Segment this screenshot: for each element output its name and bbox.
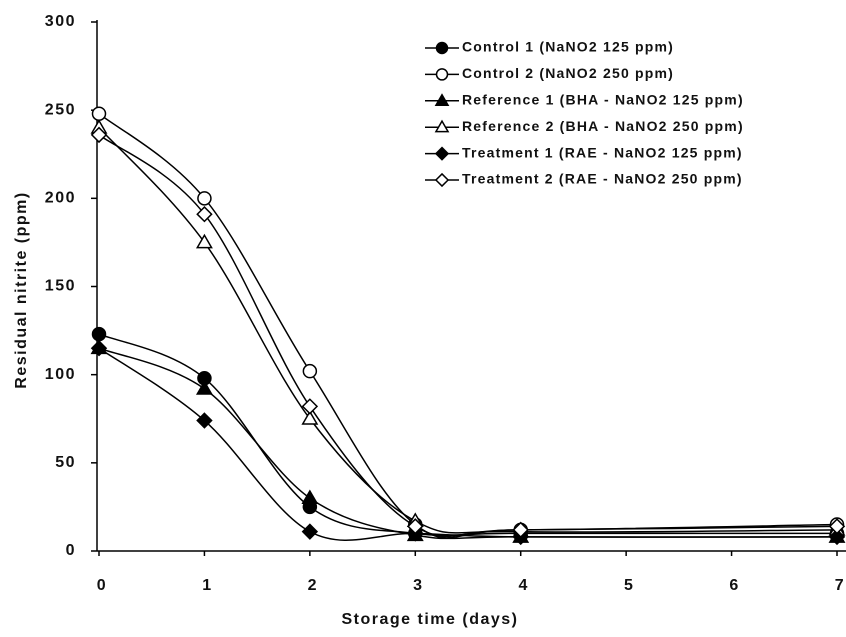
x-tick-label: 2 — [308, 577, 318, 594]
legend-label: Control 2 (NaNO2 250 ppm) — [462, 65, 674, 81]
marker — [512, 521, 529, 539]
legend-item: Treatment 1 (RAE - NaNO2 125 ppm) — [425, 144, 743, 161]
marker — [196, 205, 213, 223]
marker — [91, 106, 107, 121]
y-tick-label: 150 — [45, 278, 76, 295]
marker — [91, 326, 107, 342]
y-tick-label: 250 — [45, 101, 76, 118]
marker — [197, 191, 212, 206]
marker — [434, 172, 450, 188]
y-tick-label: 300 — [45, 13, 76, 30]
x-tick-label: 3 — [413, 577, 423, 594]
x-tick-label: 0 — [97, 577, 107, 594]
x-tick-label: 6 — [729, 577, 739, 594]
marker — [301, 398, 319, 415]
x-tick-label: 5 — [624, 577, 634, 594]
legend-label: Treatment 2 (RAE - NaNO2 250 ppm) — [462, 171, 743, 187]
x-tick-label: 4 — [519, 577, 529, 594]
marker — [195, 380, 213, 395]
legend-item: Reference 2 (BHA - NaNO2 250 ppm) — [425, 118, 744, 134]
x-axis-title: Storage time (days) — [342, 611, 519, 628]
legend-label: Reference 2 (BHA - NaNO2 250 ppm) — [462, 118, 744, 134]
legend-item: Reference 1 (BHA - NaNO2 125 ppm) — [425, 92, 744, 108]
marker — [434, 93, 450, 106]
y-tick-label: 0 — [66, 542, 76, 559]
x-tick-label: 1 — [202, 577, 212, 594]
legend-item: Treatment 2 (RAE - NaNO2 250 ppm) — [425, 171, 743, 188]
marker — [301, 410, 319, 425]
marker — [828, 528, 846, 546]
y-tick-label: 200 — [45, 190, 76, 207]
y-axis-title: Residual nitrite (ppm) — [13, 191, 30, 388]
marker — [301, 523, 319, 540]
marker — [302, 363, 318, 379]
marker — [435, 68, 449, 81]
legend-item: Control 2 (NaNO2 250 ppm) — [425, 65, 674, 81]
y-tick-label: 100 — [45, 366, 76, 383]
series-line — [98, 333, 837, 537]
y-tick-label: 50 — [55, 454, 76, 471]
marker — [407, 518, 424, 535]
marker — [90, 340, 108, 357]
marker — [301, 489, 319, 505]
series-line — [98, 127, 838, 534]
x-tick-label: 7 — [835, 577, 845, 594]
legend-label: Treatment 1 (RAE - NaNO2 125 ppm) — [462, 144, 743, 160]
marker — [434, 119, 450, 133]
marker — [196, 412, 213, 429]
series-line — [98, 347, 838, 541]
legend-label: Control 1 (NaNO2 125 ppm) — [462, 39, 674, 55]
marker — [90, 126, 108, 144]
marker — [828, 518, 846, 535]
marker — [435, 41, 449, 55]
marker — [434, 146, 450, 161]
legend-item: Control 1 (NaNO2 125 ppm) — [425, 39, 674, 55]
legend-label: Reference 1 (BHA - NaNO2 125 ppm) — [462, 92, 744, 108]
marker — [195, 233, 213, 249]
